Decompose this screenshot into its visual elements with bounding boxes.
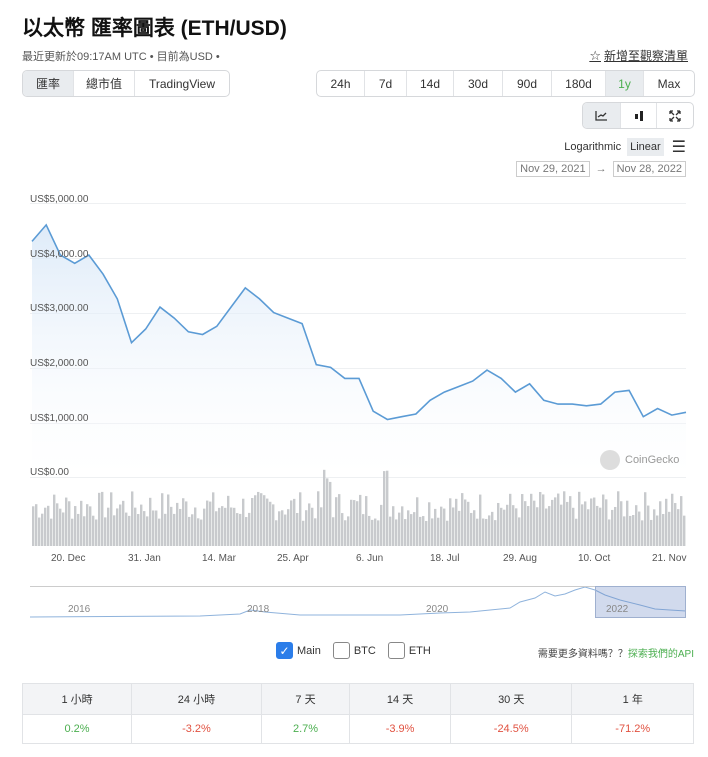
y-tick-label: US$2,000.00: [30, 358, 89, 369]
x-tick-label: 14. Mar: [202, 553, 236, 564]
series-legend: ✓ Main BTC ETH: [276, 642, 431, 659]
hamburger-menu-icon[interactable]: ☰: [671, 139, 686, 156]
table-row: 0.2% -3.2% 2.7% -3.9% -24.5% -71.2%: [22, 714, 694, 744]
date-to-input[interactable]: Nov 28, 2022: [612, 161, 686, 177]
range-180d[interactable]: 180d: [552, 71, 606, 96]
navigator-label: 2018: [247, 604, 270, 615]
navigator-selection-handle[interactable]: [595, 586, 686, 618]
checkbox-checked-icon[interactable]: ✓: [276, 642, 293, 659]
candlestick-button[interactable]: [621, 103, 657, 128]
column-header: 1 年: [571, 683, 694, 715]
date-from-input[interactable]: Nov 29, 2021: [516, 161, 590, 177]
range-90d[interactable]: 90d: [503, 71, 552, 96]
y-tick-label: US$1,000.00: [30, 413, 89, 424]
x-tick-label: 18. Jul: [430, 553, 460, 564]
explore-api-link[interactable]: 探索我們的API: [627, 649, 694, 660]
x-tick-label: 29. Aug: [503, 553, 537, 564]
x-tick-label: 21. Nov: [652, 553, 687, 564]
navigator-label: 2020: [426, 604, 449, 615]
range-tabs: 24h 7d 14d 30d 90d 180d 1y Max: [316, 70, 695, 97]
legend-main[interactable]: ✓ Main: [276, 642, 321, 659]
gridline: [30, 313, 686, 314]
change-7d: 2.7%: [261, 714, 351, 744]
line-chart-icon: [595, 111, 607, 121]
price-chart[interactable]: [0, 0, 708, 620]
x-tick-label: 6. Jun: [356, 553, 384, 564]
table-header-row: 1 小時 24 小時 7 天 14 天 30 天 1 年: [22, 683, 694, 715]
legend-eth[interactable]: ETH: [387, 642, 431, 659]
tab-tradingview[interactable]: TradingView: [148, 76, 216, 91]
performance-table: 1 小時 24 小時 7 天 14 天 30 天 1 年 0.2% -3.2% …: [22, 683, 694, 744]
x-tick-label: 25. Apr: [277, 553, 309, 564]
checkbox-icon[interactable]: [387, 642, 405, 659]
view-buttons: [582, 102, 694, 129]
date-range: Nov 29, 2021 → Nov 28, 2022: [516, 161, 686, 177]
logarithmic-button[interactable]: Logarithmic: [564, 141, 622, 153]
navigator[interactable]: [30, 586, 686, 618]
gridline: [30, 477, 686, 478]
add-to-watchlist-link[interactable]: ☆ 新增至觀察清單: [589, 47, 688, 64]
linear-button[interactable]: Linear: [627, 138, 664, 156]
column-header: 24 小時: [131, 683, 262, 715]
change-14d: -3.9%: [349, 714, 451, 744]
star-icon: ☆: [589, 47, 601, 63]
x-tick-label: 10. Oct: [578, 553, 611, 564]
coingecko-logo-icon: [600, 450, 620, 470]
change-24h: -3.2%: [131, 714, 262, 744]
column-header: 30 天: [450, 683, 573, 715]
column-header: 7 天: [261, 683, 351, 715]
line-chart-button[interactable]: [583, 103, 621, 128]
gridline: [30, 258, 686, 259]
fullscreen-button[interactable]: [657, 103, 693, 128]
tab-price[interactable]: 匯率: [23, 71, 74, 96]
column-header: 1 小時: [22, 683, 133, 715]
gridline: [30, 368, 686, 369]
legend-btc[interactable]: BTC: [332, 642, 376, 659]
change-30d: -24.5%: [450, 714, 573, 744]
navigator-label: 2016: [68, 604, 91, 615]
range-14d[interactable]: 14d: [407, 71, 454, 96]
range-30d[interactable]: 30d: [454, 71, 503, 96]
checkbox-icon[interactable]: [332, 642, 350, 659]
api-prompt: 需要更多資料嗎？？探索我們的API: [537, 649, 694, 660]
last-updated-text: 最近更新於09:17AM UTC • 目前為USD •: [22, 51, 220, 63]
y-tick-label: US$5,000.00: [30, 194, 89, 205]
range-24h[interactable]: 24h: [317, 71, 365, 96]
scale-toggle: Logarithmic Linear ☰: [564, 137, 686, 157]
y-tick-label: US$3,000.00: [30, 303, 89, 314]
candlestick-icon: [634, 110, 643, 121]
y-tick-label: US$0.00: [30, 467, 69, 478]
range-max[interactable]: Max: [657, 76, 681, 91]
x-tick-label: 31. Jan: [128, 553, 161, 564]
watchlist-label: 新增至觀察清單: [603, 49, 688, 63]
range-1y[interactable]: 1y: [606, 71, 644, 96]
change-1y: -71.2%: [571, 714, 694, 744]
y-tick-label: US$4,000.00: [30, 249, 89, 260]
range-7d[interactable]: 7d: [365, 71, 407, 96]
change-1h: 0.2%: [22, 714, 133, 744]
column-header: 14 天: [349, 683, 451, 715]
navigator-label: 2022: [606, 604, 629, 615]
coingecko-watermark: CoinGecko: [600, 450, 679, 470]
chart-type-tabs: 匯率 總市值 TradingView: [22, 70, 230, 97]
fullscreen-icon: [669, 109, 681, 122]
x-tick-label: 20. Dec: [51, 553, 86, 564]
gridline: [30, 203, 686, 204]
tab-market-cap[interactable]: 總市值: [74, 71, 135, 96]
arrow-icon: →: [595, 163, 607, 175]
page-title: 以太幣 匯率圖表 (ETH/USD): [22, 17, 287, 40]
